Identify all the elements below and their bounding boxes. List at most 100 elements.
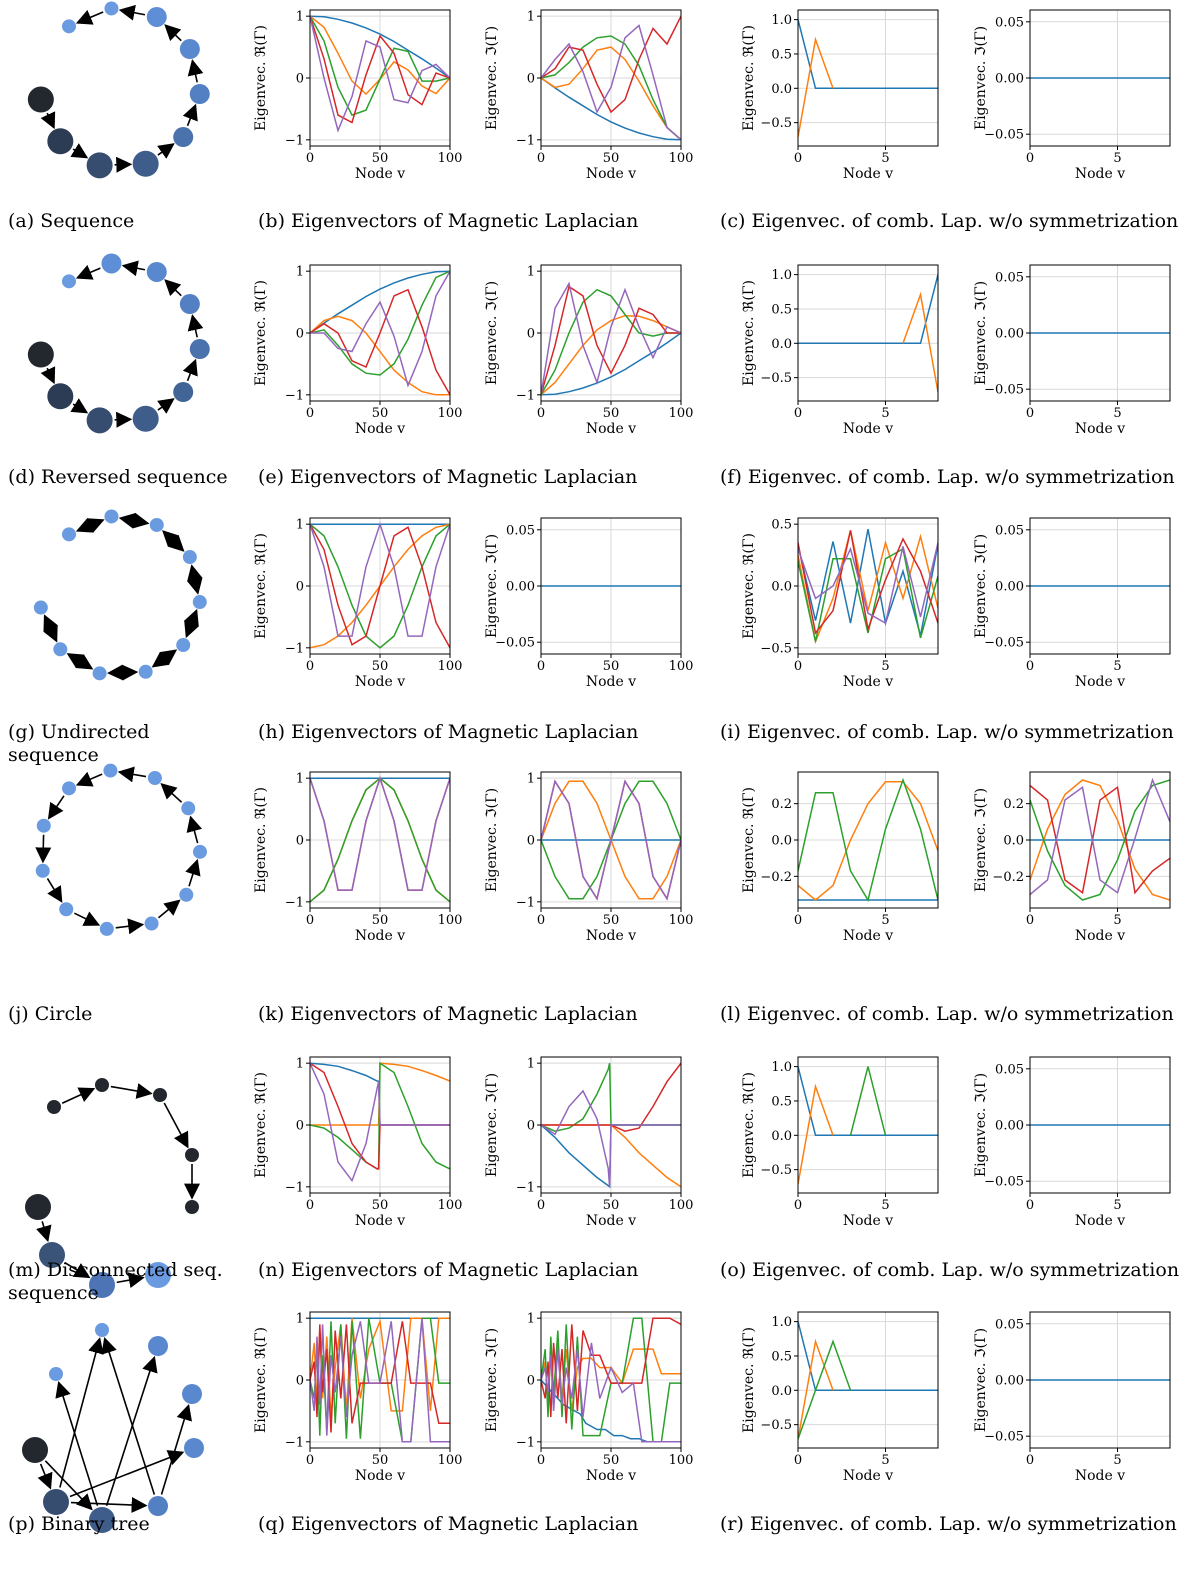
plot-frame xyxy=(797,771,939,909)
graph-edge xyxy=(107,664,139,681)
y-tick-label: 0 xyxy=(296,72,304,87)
series-line-3 xyxy=(1030,779,1170,901)
graph-edge xyxy=(114,411,133,428)
x-tick-label: 0 xyxy=(1026,406,1034,421)
x-tick-label: 0 xyxy=(537,1198,545,1213)
series-line-4 xyxy=(310,1321,450,1433)
y-axis-label: Eigenvec. ℜ(Γ) xyxy=(741,533,757,639)
series-line-3 xyxy=(798,547,938,642)
x-tick-label: 0 xyxy=(794,659,802,674)
y-tick-label: 1 xyxy=(296,772,304,787)
series-line-5 xyxy=(541,1089,681,1187)
series-line-4 xyxy=(798,530,938,635)
graph-node xyxy=(179,294,200,315)
y-tick-label: −0.2 xyxy=(992,870,1024,885)
x-axis-label: Node v xyxy=(1075,1213,1125,1229)
graph-node xyxy=(185,1148,199,1162)
y-axis-label: Eigenvec. ℜ(Γ) xyxy=(741,25,757,131)
mag-caption: (e) Eigenvectors of Magnetic Laplacian xyxy=(258,466,638,488)
series-line-2 xyxy=(1030,779,1170,901)
plot-frame xyxy=(1029,771,1171,909)
graph-edge xyxy=(164,24,182,42)
graph-node xyxy=(173,127,194,148)
y-tick-label: 0.05 xyxy=(995,270,1024,285)
y-tick-label: 0.2 xyxy=(1003,797,1024,812)
x-tick-label: 50 xyxy=(603,913,620,928)
graph-node xyxy=(33,600,48,615)
x-axis-label: Node v xyxy=(355,166,405,182)
plot-frame xyxy=(540,264,682,402)
x-tick-label: 0 xyxy=(794,913,802,928)
graph-edge xyxy=(75,9,104,25)
y-tick-label: −1 xyxy=(516,1180,535,1195)
x-axis-label: Node v xyxy=(1075,1468,1125,1484)
x-axis-label: Node v xyxy=(843,674,893,690)
plot-frame xyxy=(1029,517,1171,655)
graph-node xyxy=(132,405,159,432)
x-tick-label: 100 xyxy=(669,1198,694,1213)
graph-node xyxy=(53,642,68,657)
x-tick-label: 50 xyxy=(372,913,389,928)
series-line-5 xyxy=(310,1062,450,1183)
y-tick-label: 1.0 xyxy=(771,268,792,283)
mag-caption: (k) Eigenvectors of Magnetic Laplacian xyxy=(258,1003,638,1025)
x-axis-label: Node v xyxy=(586,421,636,437)
series-line-1 xyxy=(798,274,938,345)
graph-edge xyxy=(110,1083,153,1099)
comb-caption: (l) Eigenvec. of comb. Lap. w/o symmetri… xyxy=(720,1003,1174,1025)
x-tick-label: 5 xyxy=(881,151,889,166)
x-tick-label: 5 xyxy=(881,1453,889,1468)
chart-panel-r-real: 0 5 −0.5 0.0 0.5 1.0 Node v Eigenvec. ℜ(Γ) xyxy=(741,1311,939,1484)
graph-edge xyxy=(160,782,183,803)
graph-edge xyxy=(182,358,198,382)
plot-frame xyxy=(1029,1056,1171,1194)
graph-node xyxy=(39,1242,65,1268)
comb-caption: (f) Eigenvec. of comb. Lap. w/o symmetri… xyxy=(720,466,1175,488)
plot-frame xyxy=(540,1056,682,1194)
comb-caption: (c) Eigenvec. of comb. Lap. w/o symmetri… xyxy=(720,210,1179,232)
x-axis-label: Node v xyxy=(843,421,893,437)
graph-edge xyxy=(183,608,200,639)
graph-edge xyxy=(35,834,52,864)
graph-node xyxy=(92,666,107,681)
series-line-4 xyxy=(541,1317,681,1424)
graph-node xyxy=(86,407,113,434)
y-tick-label: 0 xyxy=(296,580,304,595)
y-tick-label: 1 xyxy=(296,518,304,533)
plot-frame xyxy=(797,264,939,402)
series-line-3 xyxy=(310,15,450,117)
graph-edge xyxy=(105,1355,158,1506)
x-axis-label: Node v xyxy=(843,1213,893,1229)
comb-caption: (o) Eigenvec. of comb. Lap. w/o symmetri… xyxy=(720,1259,1180,1281)
y-tick-label: 0.5 xyxy=(771,518,792,533)
y-tick-label: 0.05 xyxy=(995,1317,1024,1332)
y-axis-label: Eigenvec. ℜ(Γ) xyxy=(741,1072,757,1178)
y-tick-label: 0.0 xyxy=(1003,834,1024,849)
mag-caption: (q) Eigenvectors of Magnetic Laplacian xyxy=(258,1513,639,1535)
y-tick-label: −0.05 xyxy=(984,383,1024,398)
y-tick-label: 1 xyxy=(527,10,535,25)
plot-frame xyxy=(1029,264,1171,402)
x-tick-label: 5 xyxy=(1113,913,1121,928)
x-tick-label: 50 xyxy=(372,406,389,421)
y-tick-label: 0 xyxy=(296,1374,304,1389)
x-axis-label: Node v xyxy=(355,674,405,690)
mag-caption: (h) Eigenvectors of Magnetic Laplacian xyxy=(258,721,639,743)
graph-node xyxy=(146,6,167,27)
graph-edge xyxy=(121,260,146,277)
graph-edge xyxy=(40,111,56,130)
graph-node xyxy=(59,902,74,917)
x-tick-label: 50 xyxy=(372,151,389,166)
plot-frame xyxy=(540,9,682,147)
x-tick-label: 100 xyxy=(669,151,694,166)
x-tick-label: 0 xyxy=(306,151,314,166)
graph-edge xyxy=(151,649,178,668)
y-tick-label: 0.0 xyxy=(771,82,792,97)
y-tick-label: 0.00 xyxy=(995,1374,1024,1389)
x-tick-label: 100 xyxy=(438,1453,463,1468)
series-line-3 xyxy=(541,35,681,141)
graph-edge xyxy=(61,1087,96,1104)
